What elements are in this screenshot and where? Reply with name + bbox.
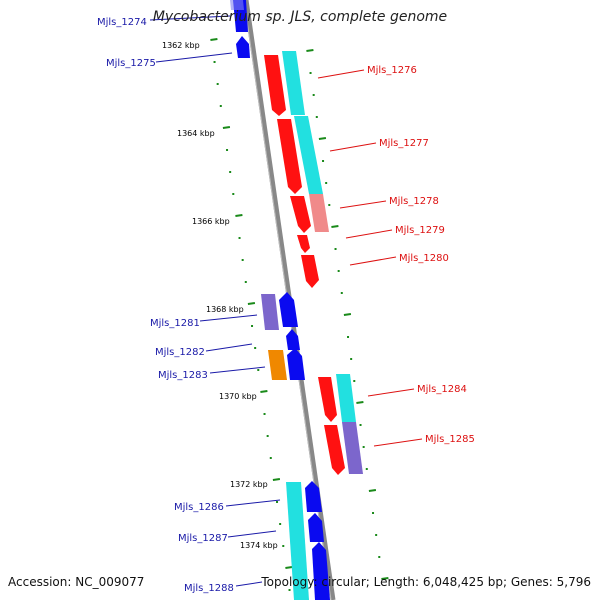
gene-arrow-mjls-1288[interactable] — [312, 542, 330, 600]
gene-label-mjls-1287[interactable]: Mjls_1287 — [178, 533, 228, 544]
gene-label-mjls-1282[interactable]: Mjls_1282 — [155, 347, 205, 358]
gene-arrow-mjls-1277[interactable] — [277, 119, 302, 194]
scale-label: 1366 kbp — [192, 217, 230, 226]
scale-tick — [272, 478, 281, 481]
scale-label: 1370 kbp — [219, 392, 257, 401]
gene-box-mjls-1285[interactable] — [342, 422, 363, 474]
leader-mjls-1288 — [235, 581, 263, 587]
scale-tick — [368, 489, 377, 492]
gene-label-mjls-1284[interactable]: Mjls_1284 — [417, 384, 467, 395]
leader-mjls-1278 — [339, 200, 387, 209]
gene-box-mjls-1284[interactable] — [336, 374, 356, 422]
forward-features — [230, 0, 330, 600]
gene-arrow-mjls-1286[interactable] — [305, 481, 322, 512]
gene-arrow-mjls-1285[interactable] — [324, 425, 345, 475]
scale-tick — [343, 313, 352, 316]
scale-tick — [285, 566, 293, 569]
scale-label: 1364 kbp — [177, 129, 215, 138]
leader-mjls-1277 — [329, 142, 377, 152]
leader-mjls-1285 — [373, 438, 423, 447]
gene-box-mjls-1286[interactable] — [286, 482, 309, 600]
gene-label-mjls-1288[interactable]: Mjls_1288 — [184, 583, 234, 594]
scale-tick — [381, 577, 389, 580]
genome-summary-text: Topology: circular; Length: 6,048,425 bp… — [261, 575, 591, 589]
gene-band-mjls-1274 — [230, 0, 244, 10]
leader-mjls-1274 — [149, 15, 231, 21]
gene-arrow-mjls-1278[interactable] — [290, 196, 311, 233]
leader-mjls-1275 — [155, 52, 233, 63]
accession-text: Accession: NC_009077 — [8, 575, 145, 589]
scale-tick — [318, 137, 327, 140]
label-leaders — [149, 15, 423, 587]
scale-tick — [331, 225, 339, 228]
scale-tick — [306, 49, 314, 52]
gene-label-mjls-1279[interactable]: Mjls_1279 — [395, 225, 445, 236]
scale-tick — [260, 390, 268, 393]
gene-label-mjls-1274[interactable]: Mjls_1274 — [97, 17, 147, 28]
gene-label-mjls-1278[interactable]: Mjls_1278 — [389, 196, 439, 207]
leader-mjls-1280 — [349, 256, 397, 266]
gene-arrow-mjls-1283[interactable] — [287, 348, 305, 380]
leader-mjls-1286 — [225, 499, 281, 507]
leader-mjls-1287 — [227, 530, 277, 538]
scale-label: 1372 kbp — [230, 480, 268, 489]
gene-box-mjls-1278[interactable] — [309, 194, 329, 232]
gene-arrow-mjls-1287[interactable] — [308, 513, 324, 542]
scale-ticks-right — [306, 49, 389, 580]
scale-tick — [247, 302, 256, 305]
scale-label: 1368 kbp — [206, 305, 244, 314]
scale-tick — [222, 126, 231, 129]
scale-tick — [210, 38, 218, 41]
scale-label: 1362 kbp — [162, 41, 200, 50]
gene-box-mjls-1277[interactable] — [294, 116, 323, 194]
gene-arrow-mjls-1276[interactable] — [264, 55, 286, 116]
gene-arrow-mjls-1275[interactable] — [236, 36, 250, 58]
scale-tick — [235, 214, 243, 217]
scale-ticks-left — [210, 38, 293, 591]
map-title: Mycobacterium sp. JLS, complete genome — [152, 9, 448, 25]
scale-labels: 1362 kbp 1364 kbp 1366 kbp 1368 kbp 1370… — [162, 41, 278, 550]
leader-mjls-1281 — [199, 314, 258, 322]
leader-mjls-1279 — [345, 229, 393, 239]
gene-label-mjls-1286[interactable]: Mjls_1286 — [174, 502, 224, 513]
gene-box-mjls-1283[interactable] — [268, 350, 287, 380]
scale-tick — [356, 401, 364, 404]
gene-box-mjls-1276[interactable] — [282, 51, 305, 115]
gene-arrow-mjls-1281[interactable] — [279, 292, 298, 327]
gene-label-mjls-1277[interactable]: Mjls_1277 — [379, 138, 429, 149]
gene-box-mjls-1281[interactable] — [261, 294, 279, 330]
gene-arrow-mjls-1279[interactable] — [297, 235, 310, 253]
scale-label: 1374 kbp — [240, 541, 278, 550]
gene-label-mjls-1276[interactable]: Mjls_1276 — [367, 65, 417, 76]
gene-arrow-mjls-1282[interactable] — [286, 329, 300, 350]
gene-arrow-mjls-1284[interactable] — [318, 377, 337, 422]
gene-label-mjls-1280[interactable]: Mjls_1280 — [399, 253, 449, 264]
gene-label-mjls-1281[interactable]: Mjls_1281 — [150, 318, 200, 329]
leader-mjls-1284 — [367, 388, 415, 397]
gene-label-mjls-1275[interactable]: Mjls_1275 — [106, 58, 156, 69]
leader-mjls-1276 — [317, 69, 365, 79]
gene-arrow-mjls-1280[interactable] — [301, 255, 319, 288]
reverse-features — [264, 51, 363, 475]
gene-label-mjls-1283[interactable]: Mjls_1283 — [158, 370, 208, 381]
leader-mjls-1282 — [205, 343, 253, 352]
gene-label-mjls-1285[interactable]: Mjls_1285 — [425, 434, 475, 445]
leader-mjls-1283 — [209, 366, 266, 374]
gene-labels: Mjls_1274 Mjls_1275 Mjls_1276 Mjls_1277 … — [97, 17, 475, 594]
